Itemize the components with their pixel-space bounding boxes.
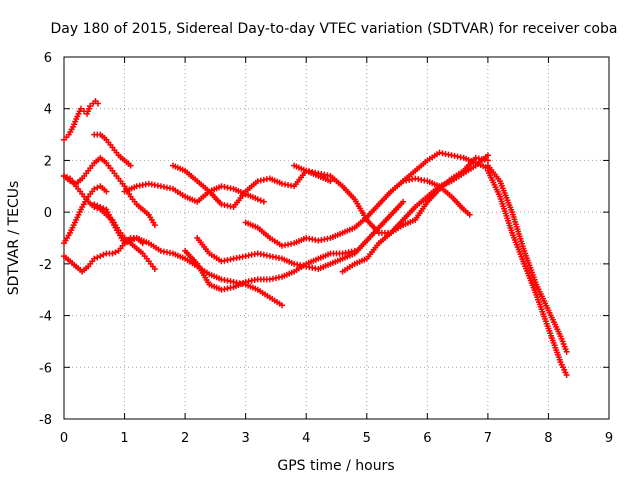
series-track-6	[91, 131, 134, 169]
x-axis-label: GPS time / hours	[277, 458, 394, 474]
data-point	[563, 372, 570, 379]
series-track-5	[61, 235, 146, 275]
data-point	[466, 211, 473, 218]
series-track-18	[484, 167, 570, 379]
data-point	[109, 250, 116, 257]
axis-ticks: 0 1 2 3 4 5 6 7 8 9 -8 -6 -4 -2 0 2 4 6	[39, 51, 613, 446]
data-point-interp	[94, 184, 101, 191]
x-tick-label: 7	[484, 431, 492, 446]
series-track-15	[339, 154, 491, 275]
data-point-interp	[100, 205, 107, 212]
plot-frame	[63, 56, 610, 420]
data-point-interp	[100, 251, 107, 258]
series-track-11	[182, 247, 358, 293]
y-tick-label: -4	[39, 310, 52, 325]
series-track-12	[194, 198, 407, 273]
data-point-interp	[94, 254, 101, 261]
data-point	[279, 302, 285, 309]
y-tick-label: -8	[39, 413, 52, 428]
data-marks	[61, 97, 570, 379]
x-tick-label: 2	[181, 431, 189, 446]
series-track-1	[61, 97, 101, 143]
x-tick-label: 4	[302, 431, 310, 446]
series-track-7	[91, 201, 128, 247]
series-track-16	[400, 175, 473, 218]
data-point	[97, 253, 104, 260]
data-point	[87, 103, 94, 110]
y-tick-label: -6	[39, 361, 52, 376]
data-point	[127, 162, 134, 169]
data-point-interp	[257, 197, 264, 204]
y-axis-label: SDTVAR / TECUs	[6, 181, 22, 296]
y-tick-label: 2	[44, 154, 52, 169]
series-track-17	[484, 162, 570, 355]
x-tick-label: 8	[544, 431, 552, 446]
x-tick-label: 3	[242, 431, 250, 446]
series-track-14	[291, 152, 491, 236]
y-tick-label: -2	[39, 258, 52, 273]
data-point-interp	[94, 202, 101, 209]
data-point	[563, 348, 570, 355]
data-point-interp	[64, 174, 71, 181]
data-point	[91, 255, 98, 262]
data-point	[151, 266, 158, 273]
data-point	[91, 201, 98, 208]
grid-lines	[64, 57, 609, 419]
series-track-4	[61, 183, 110, 247]
y-tick-label: 0	[44, 206, 52, 221]
x-tick-label: 9	[605, 431, 613, 446]
x-tick-label: 0	[60, 431, 68, 446]
chart-title: Day 180 of 2015, Sidereal Day-to-day VTE…	[51, 21, 618, 37]
data-point-interp	[112, 249, 119, 256]
y-tick-label: 4	[44, 103, 52, 118]
data-point	[254, 196, 261, 203]
data-point	[97, 203, 104, 210]
data-point	[91, 185, 98, 192]
x-tick-label: 5	[363, 431, 371, 446]
data-point	[151, 222, 158, 229]
x-tick-label: 6	[423, 431, 431, 446]
x-tick-label: 1	[120, 431, 128, 446]
data-point	[260, 198, 267, 205]
y-tick-label: 6	[44, 51, 52, 66]
data-point	[327, 178, 334, 185]
data-point	[484, 152, 491, 159]
data-point	[61, 172, 67, 179]
data-point	[77, 105, 84, 112]
data-point	[484, 157, 491, 164]
data-point	[103, 188, 110, 195]
data-point	[94, 100, 101, 107]
data-point	[400, 198, 407, 205]
